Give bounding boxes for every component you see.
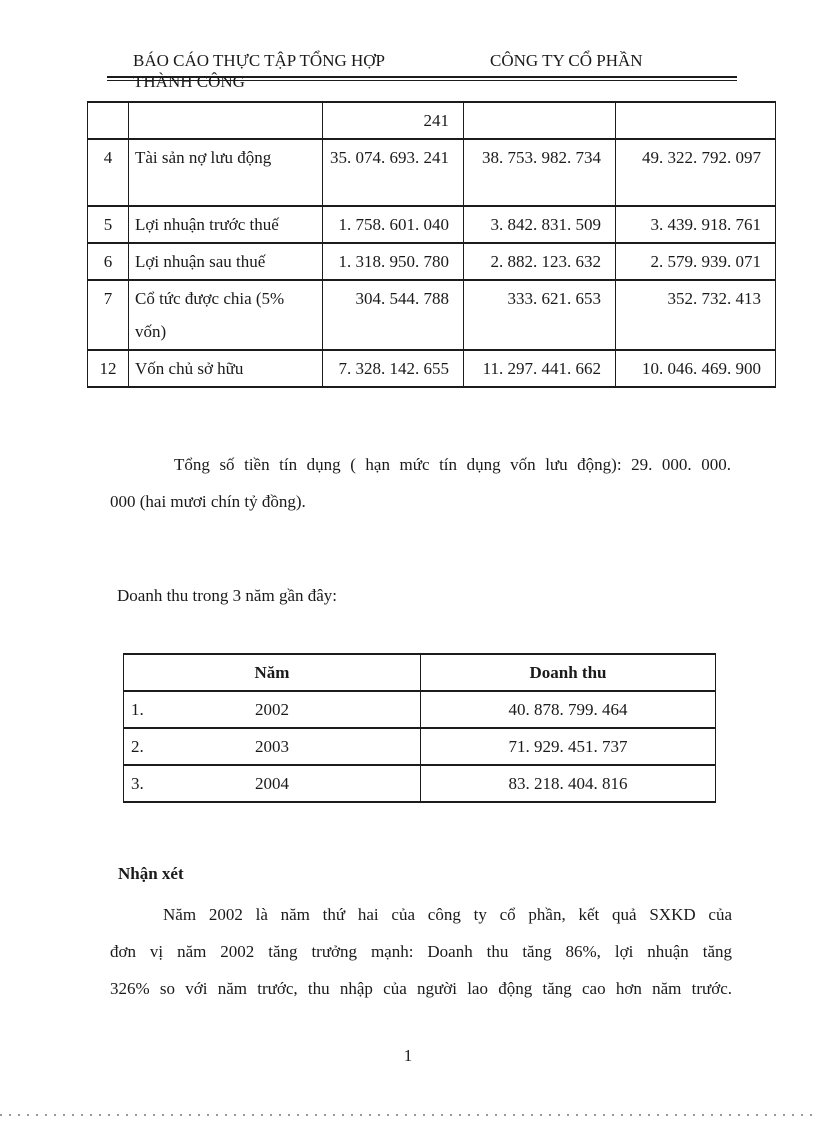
cell-no bbox=[87, 101, 129, 140]
table-row: 6 Lợi nhuận sau thuế 1. 318. 950. 780 2.… bbox=[87, 242, 776, 281]
year-value: 2003 bbox=[255, 736, 289, 756]
table-header-row: Năm Doanh thu bbox=[123, 653, 716, 692]
cell-label bbox=[128, 101, 323, 140]
page-number: 1 bbox=[403, 1046, 413, 1065]
comment-heading: Nhận xét bbox=[118, 864, 184, 883]
table-row: 4 Tài sản nợ lưu động 35. 074. 693. 241 … bbox=[87, 138, 776, 207]
header-company-name: CÔNG TY CỔ PHẦN bbox=[490, 51, 643, 70]
cell-label: Tài sản nợ lưu động bbox=[128, 138, 323, 207]
table-row: 12 Vốn chủ sở hữu 7. 328. 142. 655 11. 2… bbox=[87, 349, 776, 388]
cell-value: 2. 882. 123. 632 bbox=[463, 242, 616, 281]
column-header-revenue: Doanh thu bbox=[420, 653, 716, 692]
cell-year: 1. 2002 bbox=[123, 690, 421, 729]
cell-no: 12 bbox=[87, 349, 129, 388]
header-company-name-wrap: THÀNH CÔNG bbox=[133, 72, 245, 91]
table-row: 1. 2002 40. 878. 799. 464 bbox=[123, 690, 716, 729]
cell-value: 304. 544. 788 bbox=[322, 279, 464, 351]
revenue-table: Năm Doanh thu 1. 2002 40. 878. 799. 464 … bbox=[123, 653, 716, 803]
table-row: 7 Cổ tức được chia (5% vốn) 304. 544. 78… bbox=[87, 279, 776, 351]
cell-no: 5 bbox=[87, 205, 129, 244]
paragraph-line: 000 (hai mươi chín tỷ đồng). bbox=[110, 492, 306, 511]
paragraph-line: Tổng số tiền tín dụng ( hạn mức tín dụng… bbox=[174, 455, 731, 474]
cell-label: Lợi nhuận sau thuế bbox=[128, 242, 323, 281]
cell-value: 241 bbox=[322, 101, 464, 140]
revenue-intro-text: Doanh thu trong 3 năm gần đây: bbox=[117, 586, 338, 605]
header-report-title: BÁO CÁO THỰC TẬP TỔNG HỢP bbox=[133, 51, 386, 70]
cell-label: Lợi nhuận trước thuế bbox=[128, 205, 323, 244]
row-index: 2. bbox=[131, 736, 144, 756]
cell-value: 49. 322. 792. 097 bbox=[615, 138, 776, 207]
cell-revenue: 83. 218. 404. 816 bbox=[420, 764, 716, 803]
cell-no: 4 bbox=[87, 138, 129, 207]
row-index: 1. bbox=[131, 699, 144, 719]
year-value: 2004 bbox=[255, 773, 289, 793]
table-row: 5 Lợi nhuận trước thuế 1. 758. 601. 040 … bbox=[87, 205, 776, 244]
cell-revenue: 71. 929. 451. 737 bbox=[420, 727, 716, 766]
cell-value bbox=[615, 101, 776, 140]
year-value: 2002 bbox=[255, 699, 289, 719]
cell-value bbox=[463, 101, 616, 140]
cell-value: 3. 842. 831. 509 bbox=[463, 205, 616, 244]
cell-value: 3. 439. 918. 761 bbox=[615, 205, 776, 244]
cell-label: Vốn chủ sở hữu bbox=[128, 349, 323, 388]
header-rule bbox=[107, 76, 737, 81]
column-header-year: Năm bbox=[123, 653, 421, 692]
cell-value: 1. 758. 601. 040 bbox=[322, 205, 464, 244]
cell-label: Cổ tức được chia (5% vốn) bbox=[128, 279, 323, 351]
financial-table: 241 4 Tài sản nợ lưu động 35. 074. 693. … bbox=[87, 101, 776, 388]
row-index: 3. bbox=[131, 773, 144, 793]
paragraph-line: đơn vị năm 2002 tăng trưởng mạnh: Doanh … bbox=[110, 942, 732, 961]
cell-value: 2. 579. 939. 071 bbox=[615, 242, 776, 281]
cell-no: 7 bbox=[87, 279, 129, 351]
cell-value: 35. 074. 693. 241 bbox=[322, 138, 464, 207]
cell-value: 11. 297. 441. 662 bbox=[463, 349, 616, 388]
cell-no: 6 bbox=[87, 242, 129, 281]
cell-year: 2. 2003 bbox=[123, 727, 421, 766]
table-row: 2. 2003 71. 929. 451. 737 bbox=[123, 727, 716, 766]
comment-paragraph: Năm 2002 là năm thứ hai của công ty cổ p… bbox=[110, 896, 732, 1007]
cell-value: 333. 621. 653 bbox=[463, 279, 616, 351]
footer-dotted-line bbox=[0, 1114, 816, 1116]
cell-revenue: 40. 878. 799. 464 bbox=[420, 690, 716, 729]
cell-value: 1. 318. 950. 780 bbox=[322, 242, 464, 281]
credit-total-paragraph: Tổng số tiền tín dụng ( hạn mức tín dụng… bbox=[110, 446, 731, 520]
table-row: 241 bbox=[87, 101, 776, 140]
paragraph-line: Năm 2002 là năm thứ hai của công ty cổ p… bbox=[163, 905, 732, 924]
cell-value: 7. 328. 142. 655 bbox=[322, 349, 464, 388]
cell-value: 10. 046. 469. 900 bbox=[615, 349, 776, 388]
cell-value: 352. 732. 413 bbox=[615, 279, 776, 351]
cell-year: 3. 2004 bbox=[123, 764, 421, 803]
paragraph-line: 326% so với năm trước, thu nhập của ngườ… bbox=[110, 979, 732, 998]
table-row: 3. 2004 83. 218. 404. 816 bbox=[123, 764, 716, 803]
cell-value: 38. 753. 982. 734 bbox=[463, 138, 616, 207]
